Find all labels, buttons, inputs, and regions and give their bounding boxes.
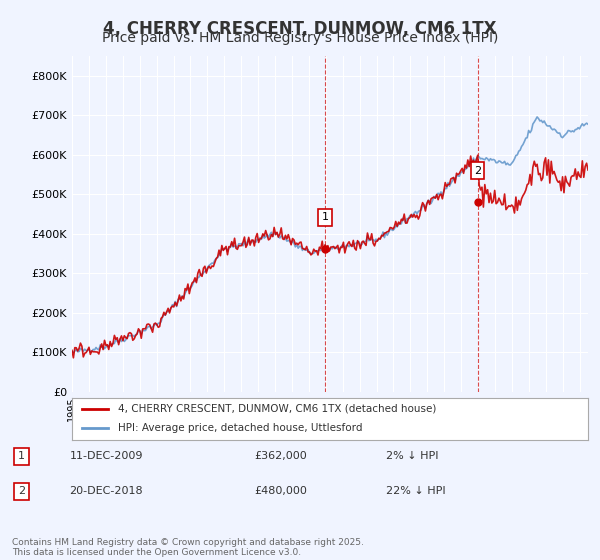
Text: 4, CHERRY CRESCENT, DUNMOW, CM6 1TX (detached house): 4, CHERRY CRESCENT, DUNMOW, CM6 1TX (det… xyxy=(118,404,437,414)
Text: 1: 1 xyxy=(18,451,25,461)
Text: 20-DEC-2018: 20-DEC-2018 xyxy=(70,487,143,496)
Text: 2% ↓ HPI: 2% ↓ HPI xyxy=(386,451,439,461)
Text: Contains HM Land Registry data © Crown copyright and database right 2025.
This d: Contains HM Land Registry data © Crown c… xyxy=(12,538,364,557)
Text: HPI: Average price, detached house, Uttlesford: HPI: Average price, detached house, Uttl… xyxy=(118,423,363,433)
Text: 11-DEC-2009: 11-DEC-2009 xyxy=(70,451,143,461)
Text: 22% ↓ HPI: 22% ↓ HPI xyxy=(386,487,446,496)
Text: £480,000: £480,000 xyxy=(254,487,307,496)
Text: £362,000: £362,000 xyxy=(254,451,307,461)
Text: 2: 2 xyxy=(18,487,25,496)
Text: 1: 1 xyxy=(322,212,328,222)
Text: 2: 2 xyxy=(474,166,481,176)
Text: Price paid vs. HM Land Registry's House Price Index (HPI): Price paid vs. HM Land Registry's House … xyxy=(102,31,498,45)
Text: 4, CHERRY CRESCENT, DUNMOW, CM6 1TX: 4, CHERRY CRESCENT, DUNMOW, CM6 1TX xyxy=(103,20,497,38)
